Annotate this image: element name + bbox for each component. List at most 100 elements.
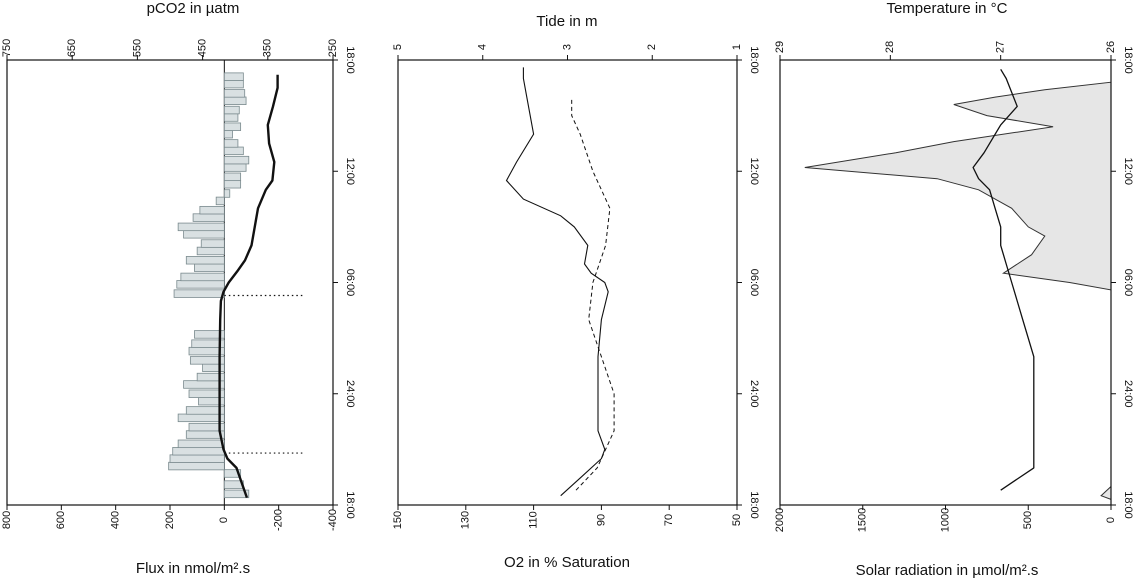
top-axis-ticks: 5 4 3 2 1 — [392, 44, 743, 60]
flux-bar — [223, 72, 244, 81]
flux-bar — [223, 146, 244, 156]
flux-bar — [169, 454, 225, 463]
time-tick-label: 18:00 — [344, 46, 356, 74]
flux-bar — [223, 469, 242, 478]
bottom-axis-title: O2 in % Saturation — [504, 554, 630, 571]
tick-label: 400 — [110, 511, 122, 529]
panel-pco2-flux: pCO2 in µatm Flux in nmol/m².s 750 650 550… — [1, 0, 356, 577]
flux-bar — [223, 172, 242, 182]
tick-label: 0 — [1105, 517, 1117, 523]
tick-label: -200 — [273, 509, 285, 531]
plot-frame — [6, 59, 334, 506]
flux-bar — [192, 213, 225, 222]
flux-bar — [188, 389, 225, 398]
flux-bar — [177, 413, 225, 423]
top-axis-title: pCO2 in µatm — [147, 0, 240, 17]
flux-bar — [196, 372, 225, 382]
flux-bar — [194, 330, 225, 339]
tick-label: 450 — [197, 39, 209, 57]
plot-marks — [505, 67, 615, 497]
plot-frame — [397, 59, 738, 506]
bottom-axis-title: Solar radiation in µmol/m².s — [856, 562, 1039, 579]
tide-line — [571, 97, 615, 491]
tick-label: 4 — [477, 44, 489, 50]
panel-temperature-solar: Temperature in °C Solar radiation in µmo… — [774, 0, 1134, 579]
tick-label: 130 — [460, 511, 472, 529]
time-tick-label: 06:00 — [748, 269, 760, 297]
tick-label: 28 — [884, 41, 896, 53]
plot-marks — [804, 67, 1112, 501]
tick-label: 550 — [131, 39, 143, 57]
flux-bar — [223, 189, 231, 198]
flux-bar — [223, 489, 250, 499]
panel-o2-tide: Tide in m O2 in % Saturation 5 4 3 2 1 150 13… — [392, 13, 760, 571]
time-tick-label: 06:00 — [1122, 269, 1134, 297]
tick-label: 0 — [218, 517, 230, 523]
flux-bar — [183, 230, 225, 239]
tick-label: 29 — [774, 41, 786, 53]
flux-bar — [223, 113, 239, 122]
flux-bar — [194, 263, 225, 272]
tick-label: 2 — [646, 44, 658, 50]
bottom-axis-ticks: 800 600 400 200 0 -200 -400 — [1, 505, 339, 531]
flux-bar — [202, 363, 225, 372]
time-tick-label: 18:00 — [1122, 46, 1134, 74]
time-tick-label: 18:00 — [344, 491, 356, 519]
tick-label: 3 — [561, 44, 573, 50]
flux-bar — [223, 129, 233, 139]
flux-bar — [177, 222, 225, 232]
flux-bar — [223, 122, 242, 131]
tick-label: 50 — [731, 514, 743, 526]
flux-bar — [189, 356, 225, 365]
flux-bar — [223, 79, 244, 89]
tick-label: 90 — [595, 514, 607, 526]
pco2-line — [218, 74, 279, 498]
time-axis-ticks: 18:00 12:00 06:00 24:00 18:00 — [737, 46, 760, 519]
tick-label: 1 — [731, 44, 743, 50]
flux-bar — [173, 289, 225, 298]
bottom-axis-ticks: 150 130 110 90 70 50 — [392, 505, 743, 529]
flux-bar — [223, 105, 240, 115]
flux-bar — [185, 256, 225, 265]
plot-marks — [168, 60, 303, 505]
flux-bar — [223, 155, 250, 165]
tick-label: 27 — [995, 41, 1007, 53]
tick-label: 110 — [528, 511, 540, 529]
flux-bar — [200, 239, 225, 248]
time-tick-label: 12:00 — [344, 157, 356, 185]
tick-label: 150 — [392, 511, 404, 529]
tick-label: 250 — [327, 39, 339, 57]
flux-bar — [196, 246, 225, 256]
solar-radiation-area — [804, 67, 1112, 501]
flux-bar — [223, 96, 247, 105]
tick-label: 2000 — [774, 508, 786, 532]
top-axis-title: Temperature in °C — [886, 0, 1007, 17]
time-axis-ticks: 18:00 12:00 06:00 24:00 18:00 — [1111, 46, 1134, 519]
bottom-axis-ticks: 2000 1500 1000 500 0 — [774, 505, 1117, 532]
tick-label: 1500 — [857, 508, 869, 532]
flux-bar — [223, 89, 246, 98]
flux-bar — [168, 461, 225, 471]
top-axis-ticks: 29 28 27 26 — [774, 41, 1117, 60]
tick-label: 26 — [1105, 41, 1117, 53]
tick-label: 350 — [262, 39, 274, 57]
tick-label: 800 — [1, 511, 13, 529]
time-tick-label: 24:00 — [344, 380, 356, 408]
time-tick-label: 12:00 — [1122, 157, 1134, 185]
time-tick-label: 18:00 — [748, 491, 760, 519]
tick-label: 200 — [164, 511, 176, 529]
time-tick-label: 12:00 — [748, 157, 760, 185]
top-axis-title: Tide in m — [536, 13, 597, 30]
tick-label: 750 — [1, 39, 13, 57]
tick-label: 1000 — [939, 508, 951, 532]
tick-label: 70 — [663, 514, 675, 526]
time-tick-label: 18:00 — [748, 46, 760, 74]
time-tick-label: 24:00 — [1122, 380, 1134, 408]
flux-bar — [177, 439, 225, 449]
tick-label: 600 — [55, 511, 67, 529]
flux-bar — [215, 196, 225, 206]
flux-bar — [199, 205, 225, 215]
tick-label: -400 — [327, 509, 339, 531]
time-tick-label: 18:00 — [1122, 491, 1134, 519]
flux-bar — [183, 380, 225, 389]
